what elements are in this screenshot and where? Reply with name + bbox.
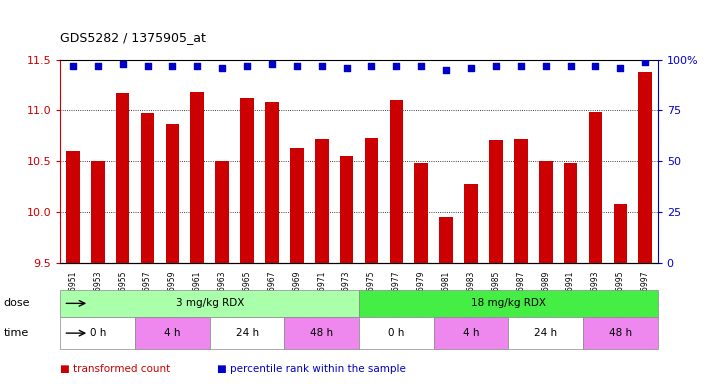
Bar: [60, 317, 135, 349]
Point: [565, 63, 576, 69]
Point: [365, 63, 377, 69]
Bar: [434, 317, 508, 349]
Point: [639, 58, 651, 65]
Bar: [589, 113, 602, 263]
Point: [540, 63, 551, 69]
Point: [117, 61, 128, 67]
Bar: [508, 317, 583, 349]
Bar: [514, 139, 528, 263]
Text: dose: dose: [4, 298, 30, 308]
Bar: [489, 140, 503, 263]
Text: 24 h: 24 h: [235, 328, 259, 338]
Bar: [439, 217, 453, 263]
Bar: [284, 317, 359, 349]
Point: [191, 63, 203, 69]
Text: 48 h: 48 h: [609, 328, 632, 338]
Bar: [390, 100, 403, 263]
Text: 18 mg/kg RDX: 18 mg/kg RDX: [471, 298, 546, 308]
Text: 0 h: 0 h: [388, 328, 405, 338]
Bar: [359, 317, 434, 349]
Point: [589, 63, 601, 69]
Bar: [365, 138, 378, 263]
Bar: [539, 161, 552, 263]
Bar: [415, 163, 428, 263]
Bar: [359, 290, 658, 317]
Text: ■ transformed count: ■ transformed count: [60, 364, 171, 374]
Bar: [265, 102, 279, 263]
Text: 3 mg/kg RDX: 3 mg/kg RDX: [176, 298, 244, 308]
Text: ■ percentile rank within the sample: ■ percentile rank within the sample: [217, 364, 406, 374]
Bar: [135, 317, 210, 349]
Text: 0 h: 0 h: [90, 328, 106, 338]
Point: [141, 63, 154, 69]
Point: [515, 63, 526, 69]
Bar: [210, 317, 284, 349]
Bar: [116, 93, 129, 263]
Bar: [215, 161, 229, 263]
Bar: [564, 163, 577, 263]
Point: [614, 65, 626, 71]
Point: [316, 63, 327, 69]
Text: 4 h: 4 h: [463, 328, 479, 338]
Bar: [60, 290, 359, 317]
Bar: [290, 148, 304, 263]
Point: [92, 63, 104, 69]
Bar: [141, 113, 154, 263]
Point: [341, 65, 352, 71]
Bar: [315, 139, 328, 263]
Point: [415, 63, 427, 69]
Text: 24 h: 24 h: [534, 328, 557, 338]
Point: [465, 65, 476, 71]
Bar: [166, 124, 179, 263]
Bar: [583, 317, 658, 349]
Text: GDS5282 / 1375905_at: GDS5282 / 1375905_at: [60, 31, 206, 44]
Point: [216, 65, 228, 71]
Bar: [191, 92, 204, 263]
Bar: [240, 98, 254, 263]
Text: time: time: [4, 328, 29, 338]
Bar: [66, 151, 80, 263]
Point: [266, 61, 277, 67]
Bar: [340, 156, 353, 263]
Point: [67, 63, 78, 69]
Point: [490, 63, 501, 69]
Point: [292, 63, 303, 69]
Text: 48 h: 48 h: [310, 328, 333, 338]
Bar: [464, 184, 478, 263]
Text: 4 h: 4 h: [164, 328, 181, 338]
Point: [391, 63, 402, 69]
Bar: [638, 72, 652, 263]
Point: [440, 67, 452, 73]
Bar: [91, 161, 105, 263]
Bar: [614, 204, 627, 263]
Point: [241, 63, 253, 69]
Point: [166, 63, 178, 69]
